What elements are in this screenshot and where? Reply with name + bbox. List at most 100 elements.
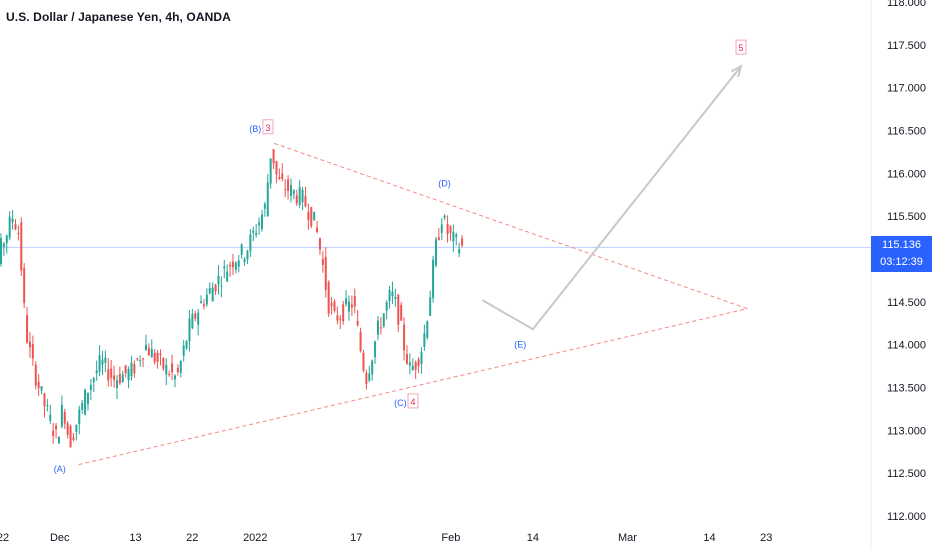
candle-body [205,294,208,305]
candle-body [304,196,307,207]
candle-body [356,320,359,326]
candle-body [391,291,394,297]
candle-body [263,203,266,209]
candle-body [237,260,240,267]
candle-body [371,360,374,375]
arrow-head-icon [730,64,743,78]
projection-arrow [481,65,742,331]
candle-body [214,284,217,292]
candle-body [162,358,165,369]
candle-body [405,354,408,364]
candle-body [269,158,272,184]
annotations-layer: (A) (B) 3 (C) 4 (D) (E) 5 [54,39,747,474]
candle-body [313,211,316,221]
candle-body [217,275,220,285]
candle-body [397,294,400,325]
candle-body [147,347,150,356]
wave-count-label: 3 [265,123,270,133]
candle-body [220,285,223,287]
candle-body [266,182,269,217]
candle-body [8,216,11,238]
candle-body [321,258,324,266]
candle-body [20,222,23,271]
x-tick-label: Feb [441,532,460,544]
candle-body [179,361,182,374]
candle-body [330,303,333,306]
candle-body [191,313,194,329]
wave-label: (D) [438,179,451,189]
candle-body [159,353,162,356]
candle-body [2,243,5,248]
candle-body [394,296,397,299]
x-tick-label: 22 [0,532,9,544]
candle-body [139,359,142,362]
candle-body [429,297,432,316]
candle-body [295,195,298,204]
candle-body [362,352,365,371]
candle-body [255,232,258,235]
candle-body [84,389,87,415]
candle-body [229,264,232,267]
candle-body [252,230,255,233]
candle-body [414,361,417,370]
candle-body [258,222,261,226]
candle-body [408,362,411,366]
candle-body [434,239,437,266]
candle-body [284,189,287,191]
symbol-title[interactable]: U.S. Dollar / Japanese Yen, 4h, OANDA [6,10,231,24]
candle-body [78,409,81,424]
candle-body [234,262,237,270]
x-tick-label: Dec [50,532,70,544]
wave-count-label: 4 [410,397,415,407]
candle-body [449,226,452,233]
candle-body [345,298,348,305]
candle-body [165,364,168,375]
candle-body [240,244,243,255]
candle-body [34,364,37,386]
candle-body [211,287,214,302]
candle-body [223,266,226,269]
candle-body [423,333,426,347]
candle-body [40,386,43,391]
candle-body [37,381,40,388]
candle-body [182,345,185,356]
candle-body [246,250,249,260]
candle-body [144,344,147,350]
candle-body [86,392,89,404]
candle-body [292,190,295,195]
candle-body [403,324,406,351]
candle-body [26,315,29,343]
candle-body [208,287,211,294]
candle-body [63,411,66,424]
candle-body [347,301,350,312]
candle-body [124,365,127,374]
candle-body [437,237,440,240]
y-tick-label: 117.500 [887,40,926,52]
candle-body [197,312,200,325]
candle-body [324,257,327,291]
x-tick-label: 14 [527,532,539,544]
candle-body [301,189,304,203]
candle-body [458,249,461,254]
candle-body [127,368,130,380]
candle-body [379,327,382,329]
candle-body [452,231,455,242]
x-tick-label: 13 [129,532,141,544]
candle-body [14,224,17,230]
candle-body [168,374,171,376]
candle-body [336,315,339,321]
candle-body [121,374,124,383]
candle-body [75,424,78,432]
candle-body [400,304,403,321]
last-price-badge: 115.136 03:12:39 [871,236,932,272]
y-tick-label: 113.000 [887,425,926,437]
candle-body [98,355,101,372]
wave-label: (A) [54,464,66,474]
candle-body [133,364,136,374]
candle-body [272,149,275,164]
candle-body [461,238,464,246]
candle-body [176,367,179,372]
candle-body [327,281,330,314]
